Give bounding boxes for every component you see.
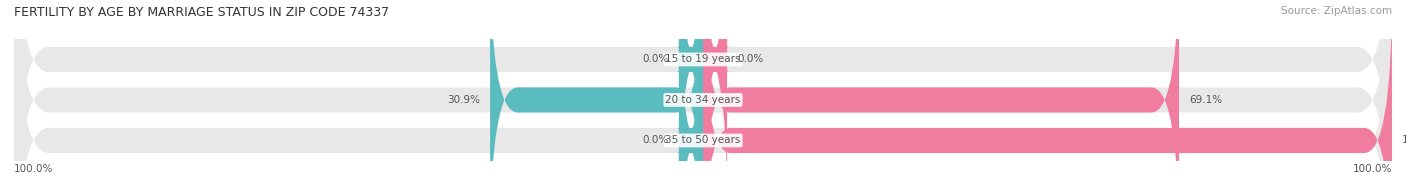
Text: 20 to 34 years: 20 to 34 years: [665, 95, 741, 105]
FancyBboxPatch shape: [703, 0, 1180, 196]
FancyBboxPatch shape: [675, 0, 706, 196]
FancyBboxPatch shape: [675, 0, 706, 196]
Text: 100.0%: 100.0%: [1353, 164, 1392, 174]
FancyBboxPatch shape: [703, 0, 1392, 196]
Text: FERTILITY BY AGE BY MARRIAGE STATUS IN ZIP CODE 74337: FERTILITY BY AGE BY MARRIAGE STATUS IN Z…: [14, 6, 389, 19]
FancyBboxPatch shape: [14, 0, 1392, 196]
Text: 15 to 19 years: 15 to 19 years: [665, 54, 741, 64]
Text: 0.0%: 0.0%: [643, 135, 669, 145]
FancyBboxPatch shape: [14, 0, 1392, 196]
Text: 0.0%: 0.0%: [738, 54, 763, 64]
FancyBboxPatch shape: [491, 0, 703, 196]
Text: 100.0%: 100.0%: [1402, 135, 1406, 145]
Text: 100.0%: 100.0%: [14, 164, 53, 174]
Text: 0.0%: 0.0%: [643, 54, 669, 64]
FancyBboxPatch shape: [14, 0, 1392, 196]
FancyBboxPatch shape: [700, 0, 731, 196]
Text: Source: ZipAtlas.com: Source: ZipAtlas.com: [1281, 6, 1392, 16]
Text: 30.9%: 30.9%: [447, 95, 479, 105]
Text: 69.1%: 69.1%: [1189, 95, 1222, 105]
Text: 35 to 50 years: 35 to 50 years: [665, 135, 741, 145]
